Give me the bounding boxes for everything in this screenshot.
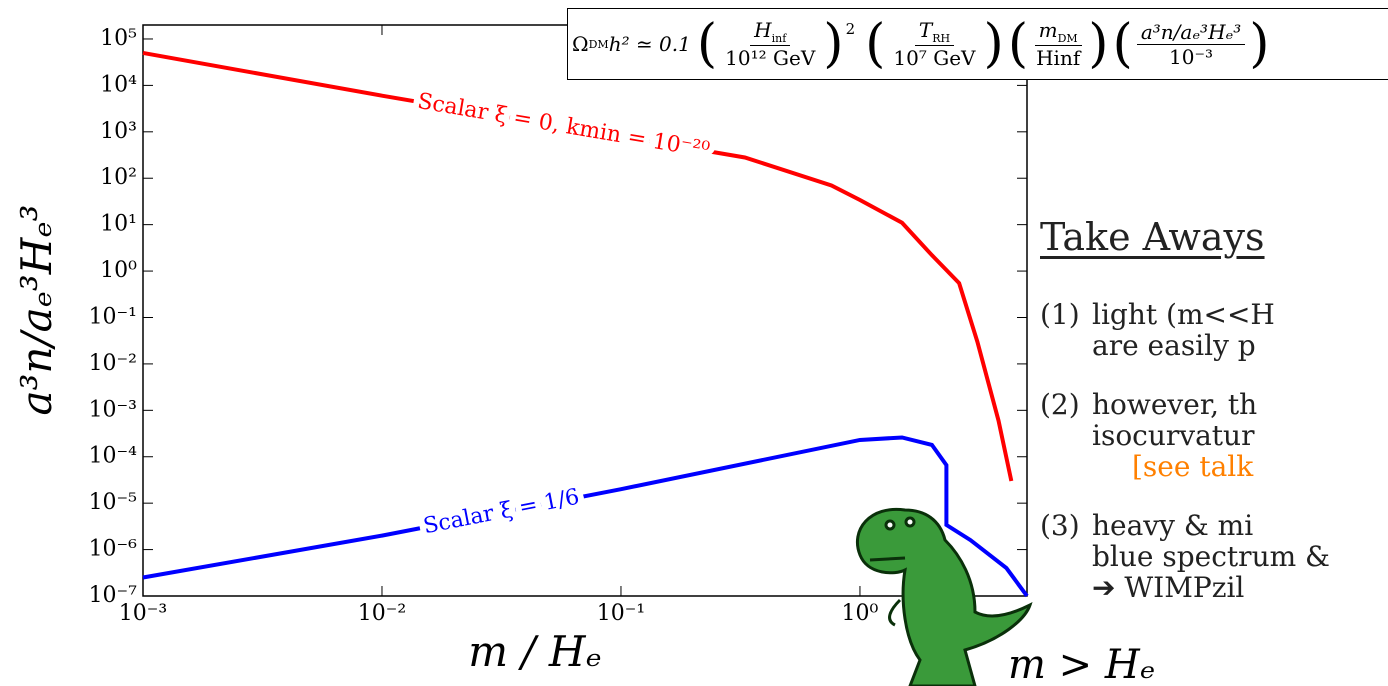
y-tick-label: 10⁻⁵ [89, 490, 137, 515]
y-tick-label: 10¹ [100, 212, 137, 237]
item-note: [see talk [1132, 451, 1257, 482]
paren: ( [697, 18, 717, 70]
formula-prefix: h² ≃ 0.1 [609, 32, 691, 56]
takeaways-title: Take Aways [1040, 215, 1330, 259]
numerator-sub: DM [1058, 32, 1078, 45]
numerator-text: m [1039, 18, 1058, 42]
y-tick-label: 10⁴ [100, 72, 137, 97]
item-line: heavy & mi [1092, 510, 1330, 541]
item-number: (2) [1040, 389, 1092, 482]
y-axis-label: a³n/aₑ³Hₑ³ [12, 205, 61, 416]
denominator: Hinf [1032, 46, 1084, 70]
y-tick-label: 10⁵ [100, 26, 137, 51]
paren: ) [1249, 18, 1269, 70]
item-number: (3) [1040, 510, 1092, 603]
paren: ) [823, 18, 843, 70]
dino-label: m > Hₑ [1008, 642, 1155, 686]
y-tick-label: 10⁻² [89, 351, 137, 376]
y-tick-label: 10⁻¹ [89, 304, 137, 329]
item-line: are easily p [1092, 330, 1275, 361]
power: 2 [846, 20, 856, 38]
x-tick-label: 10⁻² [358, 601, 406, 626]
y-tick-label: 10² [100, 165, 137, 190]
y-tick-label: 10³ [100, 119, 137, 144]
y-tick-label: 10⁰ [100, 258, 137, 283]
denominator: 10¹² GeV [721, 46, 819, 70]
y-tick-label: 10⁻⁶ [89, 537, 138, 562]
y-tick-label: 10⁻³ [89, 397, 137, 422]
y-tick-label: 10⁻⁴ [89, 444, 138, 469]
paren: ( [1008, 18, 1028, 70]
item-line: blue spectrum & [1092, 541, 1330, 572]
numerator-text: a³n/aₑ³Hₑ³ [1141, 20, 1241, 44]
slide: m / Hₑ a³n/aₑ³Hₑ³ 10⁻³ 10⁻² 10⁻¹ 10⁰ 10⁻⁷ 10⁻… [0, 0, 1388, 686]
numerator-text: H [754, 18, 771, 42]
item-number: (1) [1040, 299, 1092, 361]
y-tick-label: 10⁻⁷ [89, 583, 138, 608]
item-line: isocurvatur [1092, 420, 1257, 451]
paren: ( [865, 18, 885, 70]
denominator: 10⁻³ [1165, 45, 1217, 69]
item-line: light (m<<H [1092, 299, 1275, 330]
series-label: Scalar ξ = 1/6 [421, 485, 581, 540]
formula-omega: Ω [572, 32, 589, 56]
paren: ) [984, 18, 1004, 70]
x-axis-label: m / Hₑ [468, 627, 602, 676]
item-line: however, th [1092, 389, 1257, 420]
formula-omega-sub: DM [589, 38, 609, 51]
numerator: a³n/aₑ³Hₑ³ [1137, 20, 1245, 45]
denominator: 10⁷ GeV [889, 46, 979, 70]
numerator: TRH [915, 18, 954, 46]
series-label: Scalar ξ = 0, kmin = 10⁻²⁰ [416, 89, 712, 163]
numerator: mDM [1035, 18, 1082, 46]
numerator: Hinf [750, 18, 790, 46]
paren: ) [1088, 18, 1108, 70]
dinosaur [857, 509, 1030, 686]
numerator-text: T [919, 18, 932, 42]
numerator-sub: RH [932, 32, 950, 45]
x-tick-label: 10⁻¹ [597, 601, 645, 626]
numerator-sub: inf [772, 32, 787, 45]
item-line: ➔ WIMPzil [1092, 572, 1330, 603]
x-tick-label: 10⁰ [842, 601, 879, 626]
paren: ( [1113, 18, 1133, 70]
